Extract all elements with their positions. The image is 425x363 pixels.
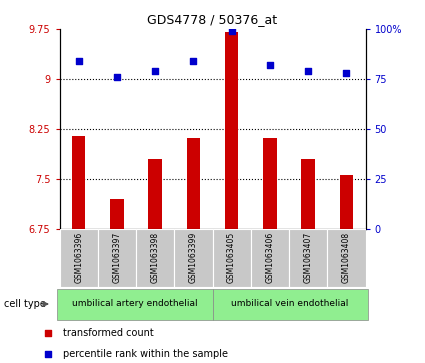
Point: [152, 68, 159, 74]
Bar: [212, 229, 251, 287]
Bar: [60, 229, 98, 287]
Bar: [110, 199, 124, 229]
Bar: [263, 138, 277, 229]
Point: [228, 28, 235, 34]
Bar: [327, 229, 366, 287]
Text: cell type: cell type: [4, 299, 46, 309]
Point: [45, 330, 51, 336]
Text: GSM1063396: GSM1063396: [74, 232, 83, 283]
Bar: [98, 229, 136, 287]
Text: umbilical artery endothelial: umbilical artery endothelial: [72, 299, 198, 308]
Text: GSM1063398: GSM1063398: [150, 232, 160, 283]
Bar: [174, 229, 212, 287]
Bar: [187, 138, 200, 229]
Text: GSM1063407: GSM1063407: [303, 232, 313, 283]
Bar: [225, 32, 238, 229]
Point: [190, 58, 197, 64]
Point: [266, 62, 273, 68]
Text: GSM1063399: GSM1063399: [189, 232, 198, 283]
Text: GSM1063397: GSM1063397: [112, 232, 122, 283]
Bar: [340, 175, 353, 229]
Point: [75, 58, 82, 64]
Bar: [251, 229, 289, 287]
Bar: [136, 229, 174, 287]
Point: [343, 70, 350, 76]
Text: GSM1063406: GSM1063406: [265, 232, 275, 283]
Bar: [72, 135, 85, 229]
Text: GSM1063408: GSM1063408: [342, 232, 351, 283]
Bar: [289, 229, 327, 287]
Text: GSM1063405: GSM1063405: [227, 232, 236, 283]
Bar: [148, 159, 162, 229]
Bar: [212, 289, 368, 319]
Title: GDS4778 / 50376_at: GDS4778 / 50376_at: [147, 13, 278, 26]
Point: [45, 351, 51, 357]
Point: [305, 68, 312, 74]
Bar: [57, 289, 212, 319]
Text: transformed count: transformed count: [63, 328, 154, 338]
Point: [113, 74, 120, 80]
Text: percentile rank within the sample: percentile rank within the sample: [63, 349, 228, 359]
Bar: [301, 159, 315, 229]
Text: umbilical vein endothelial: umbilical vein endothelial: [231, 299, 349, 308]
